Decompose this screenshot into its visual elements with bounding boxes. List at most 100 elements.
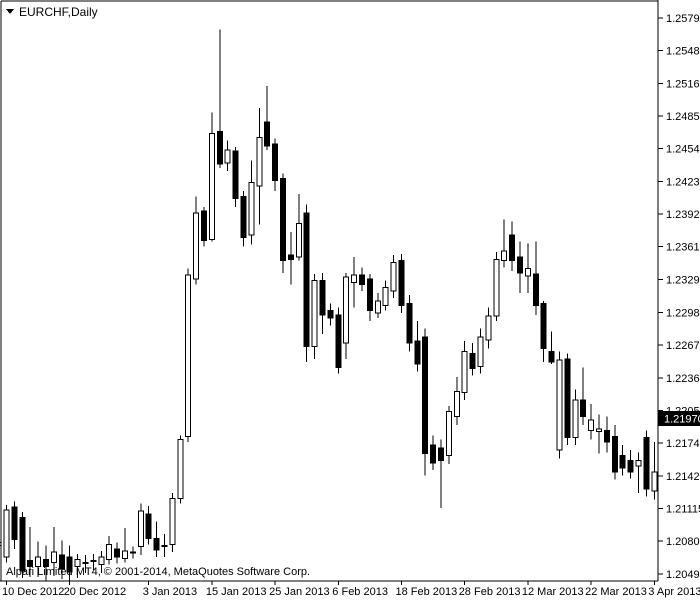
candle [651, 441, 658, 500]
candle [524, 243, 531, 293]
price-tick-label: 1.23920 [666, 209, 700, 221]
candle [461, 341, 468, 400]
candle [406, 294, 413, 352]
candle [66, 545, 73, 582]
candle [635, 452, 642, 494]
candle [596, 414, 602, 454]
copyright-text: Alpari Limited MT4, © 2001-2014, MetaQuo… [6, 566, 310, 578]
chart-plot-area[interactable] [0, 29, 658, 582]
candle [327, 303, 334, 326]
candle [248, 160, 255, 245]
candle [485, 307, 492, 349]
date-tick-label: 25 Jan 2013 [269, 586, 330, 598]
date-tick-label: 10 Dec 2012 [2, 586, 64, 598]
candle [43, 545, 49, 582]
candle [35, 541, 42, 578]
candle [122, 527, 128, 563]
candle [335, 307, 342, 374]
candle [161, 534, 168, 558]
price-tick-label: 1.25790 [666, 13, 700, 25]
date-tick-label: 22 Mar 2013 [585, 586, 647, 598]
candle [98, 550, 105, 573]
candle [556, 351, 563, 459]
candle [438, 439, 444, 508]
candle [509, 221, 516, 271]
candle [0, 542, 2, 547]
candle [27, 526, 34, 578]
triangle-down-icon[interactable] [6, 9, 14, 14]
candle [319, 272, 326, 334]
candle [216, 29, 223, 169]
candle [390, 255, 397, 299]
current-price-box [658, 411, 700, 427]
candle [295, 194, 302, 261]
candle [82, 555, 89, 573]
date-tick-label: 3 Jan 2013 [143, 586, 197, 598]
symbol-label-text: EURCHF,Daily [19, 5, 98, 19]
price-tick-label: 1.21740 [666, 438, 700, 450]
candle [153, 521, 160, 558]
price-tick-label: 1.22360 [666, 373, 700, 385]
current-price-marker: 1.21970 [658, 411, 700, 427]
candle [445, 406, 452, 464]
price-tick-label: 1.20805 [666, 536, 700, 548]
candle [627, 450, 634, 479]
candle [430, 435, 437, 471]
candle [280, 173, 286, 273]
candle [287, 232, 294, 285]
candle [232, 147, 239, 207]
candle [58, 540, 65, 580]
candle [169, 493, 176, 552]
candle [469, 343, 476, 376]
candle [540, 301, 547, 363]
candle [272, 138, 279, 192]
candle [264, 86, 271, 151]
price-tick-label: 1.25480 [666, 46, 700, 58]
candle [374, 292, 381, 319]
candle [603, 416, 610, 453]
candle [177, 435, 184, 504]
candle [366, 273, 373, 322]
candle [343, 272, 350, 359]
candle [224, 140, 231, 172]
price-tick-label: 1.24230 [666, 177, 700, 189]
candle [382, 280, 389, 311]
candle [185, 268, 192, 442]
price-tick-label: 1.20490 [666, 569, 700, 581]
candle [588, 404, 595, 440]
candle [611, 425, 618, 480]
candle [3, 504, 10, 563]
current-price-label: 1.21970 [664, 414, 700, 426]
candle [398, 254, 405, 313]
date-tick-label: 18 Feb 2013 [396, 586, 458, 598]
date-tick-label: 3 Apr 2013 [648, 586, 700, 598]
date-tick-label: 12 Mar 2013 [522, 586, 584, 598]
candle [572, 389, 579, 445]
price-tick-label: 1.23610 [666, 242, 700, 254]
candle [643, 430, 650, 497]
candle [137, 503, 144, 556]
candle [11, 501, 18, 549]
candle [517, 241, 523, 293]
price-tick-label: 1.22675 [666, 340, 700, 352]
candle [311, 273, 318, 359]
date-tick-label: 28 Feb 2013 [459, 586, 521, 598]
candle [256, 108, 263, 225]
candle [129, 546, 136, 559]
candle [564, 353, 571, 445]
candle [422, 328, 429, 476]
candle [240, 191, 247, 247]
candle [50, 526, 57, 577]
date-axis[interactable]: 10 Dec 2012 20 Dec 2012 3 Jan 2013 15 Jan 2… [2, 581, 700, 598]
candle [532, 241, 539, 315]
candle [74, 554, 81, 579]
candle [201, 206, 207, 247]
date-tick-label: 20 Dec 2012 [64, 586, 126, 598]
candle [351, 257, 358, 308]
symbol-timeframe-label: EURCHF,Daily [6, 5, 98, 19]
price-axis[interactable]: 1.25790 1.25480 1.25165 1.24855 1.24545 1.242… [658, 13, 700, 581]
candle [453, 376, 460, 426]
candle [145, 505, 152, 545]
candle [548, 331, 555, 365]
